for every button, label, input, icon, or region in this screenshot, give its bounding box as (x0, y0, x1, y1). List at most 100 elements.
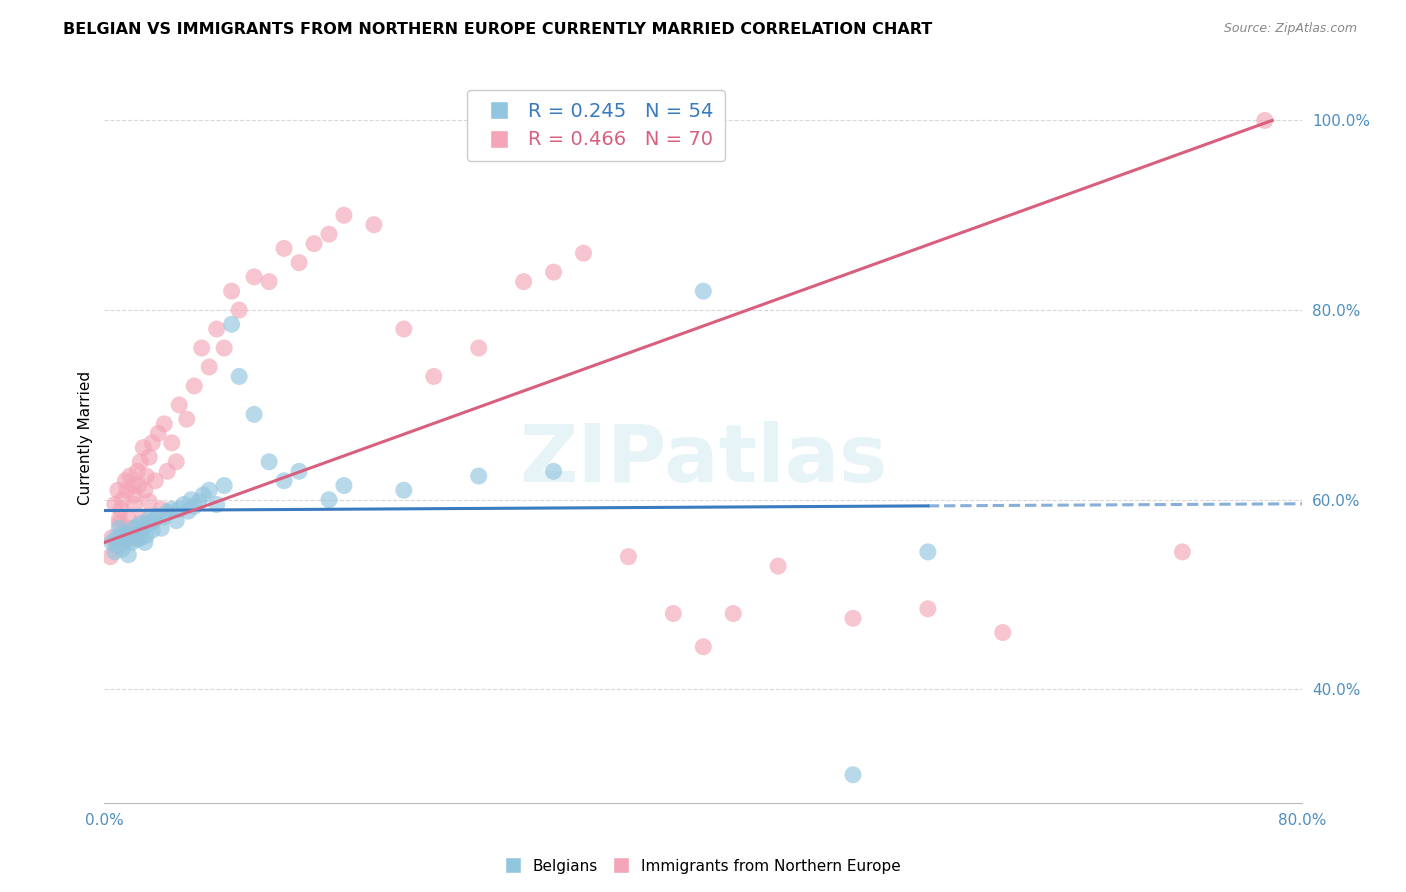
Point (108, 521, 131, 535)
Point (692, 640, 714, 654)
Point (108, 538, 131, 552)
Point (318, 492, 340, 507)
Point (127, 533, 149, 547)
Point (105, 538, 128, 552)
Point (288, 255, 311, 269)
Point (111, 542, 134, 557)
Point (302, 236, 325, 251)
Point (101, 531, 124, 545)
Point (318, 227, 340, 242)
Point (190, 341, 212, 355)
Point (124, 521, 146, 535)
Point (117, 512, 139, 526)
Point (723, 607, 745, 621)
Point (392, 322, 415, 336)
Point (131, 512, 153, 526)
Point (125, 531, 148, 545)
Point (177, 504, 200, 518)
Point (138, 450, 160, 464)
Point (228, 369, 250, 384)
Point (127, 464, 149, 478)
Text: BELGIAN VS IMMIGRANTS FROM NORTHERN EUROPE CURRENTLY MARRIED CORRELATION CHART: BELGIAN VS IMMIGRANTS FROM NORTHERN EURO… (63, 22, 932, 37)
Point (692, 284, 714, 298)
Point (572, 246, 595, 260)
Point (146, 508, 169, 523)
Point (183, 379, 205, 393)
Legend: R = 0.245   N = 54, R = 0.466   N = 70: R = 0.245 N = 54, R = 0.466 N = 70 (467, 90, 724, 161)
Point (662, 607, 685, 621)
Point (153, 417, 176, 431)
Point (135, 529, 157, 543)
Point (112, 533, 135, 547)
Point (141, 435, 163, 450)
Point (135, 469, 157, 483)
Point (228, 303, 250, 318)
Point (107, 483, 129, 498)
Point (187, 494, 209, 508)
Point (141, 523, 163, 537)
Point (205, 322, 228, 336)
Point (131, 516, 153, 531)
Point (333, 208, 356, 222)
Point (112, 525, 135, 540)
Point (842, 768, 865, 782)
Point (1171, 545, 1194, 559)
Point (243, 269, 266, 284)
Point (101, 535, 124, 549)
Point (134, 535, 156, 549)
Point (257, 455, 280, 469)
Point (180, 492, 202, 507)
Point (221, 284, 243, 298)
Point (167, 502, 190, 516)
Point (512, 275, 534, 289)
Point (543, 464, 565, 478)
Point (118, 469, 141, 483)
Point (212, 341, 235, 355)
Point (114, 474, 136, 488)
Point (127, 519, 149, 533)
Point (138, 512, 160, 526)
Point (132, 441, 155, 455)
Point (165, 514, 187, 528)
Point (150, 521, 173, 535)
Point (98, 549, 121, 564)
Point (160, 435, 183, 450)
Point (105, 531, 128, 545)
Point (138, 494, 160, 508)
Point (104, 545, 127, 559)
Point (138, 516, 160, 531)
Point (150, 502, 173, 516)
Point (467, 469, 489, 483)
Point (131, 523, 153, 537)
Point (467, 341, 489, 355)
Point (333, 478, 356, 492)
Point (142, 514, 165, 528)
Point (124, 528, 146, 542)
Point (617, 549, 640, 564)
Point (108, 516, 131, 531)
Y-axis label: Currently Married: Currently Married (79, 371, 93, 505)
Point (108, 512, 131, 526)
Point (104, 498, 127, 512)
Point (115, 529, 138, 543)
Point (273, 474, 295, 488)
Point (117, 548, 139, 562)
Point (173, 498, 195, 512)
Point (543, 265, 565, 279)
Point (111, 492, 134, 507)
Point (243, 408, 266, 422)
Point (129, 455, 152, 469)
Point (165, 455, 187, 469)
Point (842, 611, 865, 625)
Legend: Belgians, Immigrants from Northern Europe: Belgians, Immigrants from Northern Europ… (499, 853, 907, 880)
Point (288, 464, 311, 478)
Point (124, 488, 146, 502)
Point (1254, 113, 1277, 128)
Point (917, 545, 939, 559)
Point (363, 218, 385, 232)
Point (193, 488, 215, 502)
Point (257, 275, 280, 289)
Text: ZIPatlas: ZIPatlas (519, 421, 887, 499)
Point (392, 483, 415, 498)
Point (128, 478, 150, 492)
